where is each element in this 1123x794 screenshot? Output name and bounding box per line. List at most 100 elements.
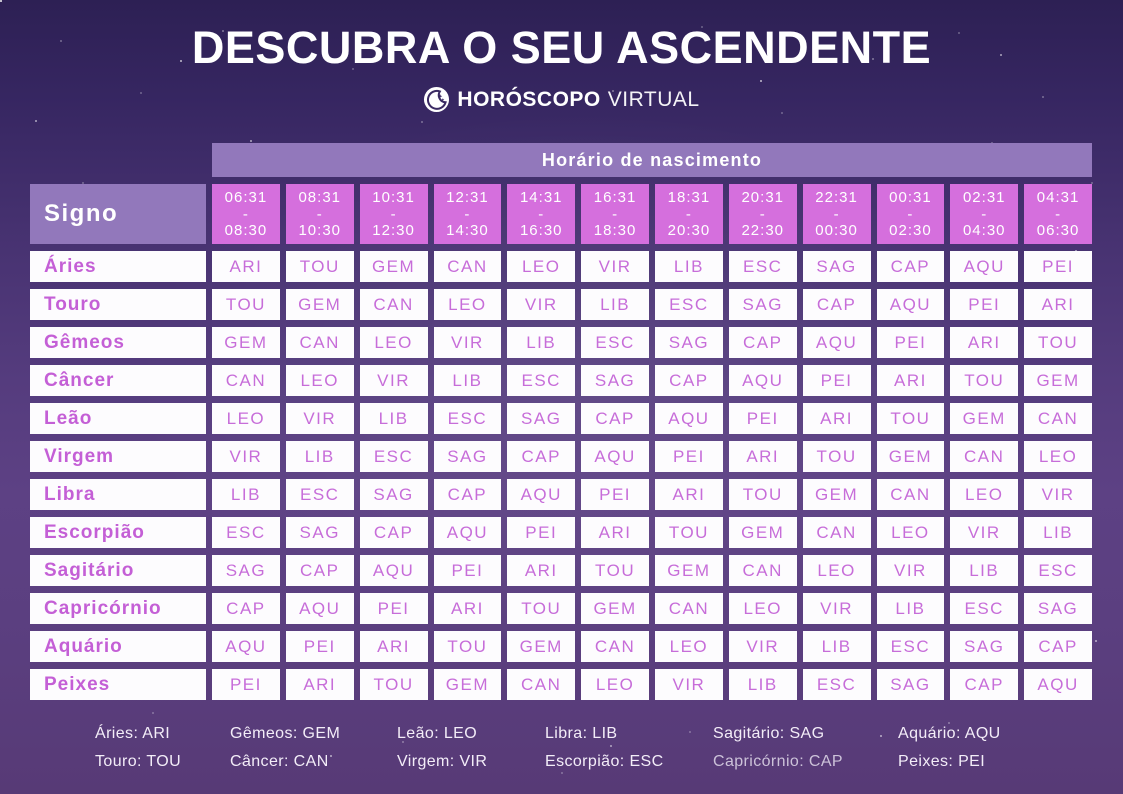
ascendant-cell: PEI [581, 479, 649, 510]
legend-entry: Sagitário: SAG [713, 725, 825, 742]
sign-column-header: Signo [30, 184, 206, 244]
ascendant-cell: CAP [655, 365, 723, 396]
ascendant-cell: GEM [212, 327, 280, 358]
time-slot-header: 04:31 - 06:30 [1024, 184, 1092, 244]
ascendant-cell: PEI [876, 327, 945, 358]
ascendant-cell: VIR [876, 555, 945, 586]
ascendant-cell: ARI [1024, 289, 1092, 320]
ascendant-cell: LIB [655, 251, 723, 282]
ascendant-cell: SAG [728, 289, 797, 320]
brand-name-bold: HORÓSCOPO [457, 87, 601, 111]
legend-entry: Peixes: PEI [898, 753, 986, 770]
ascendant-cell: VIR [950, 517, 1019, 548]
ascendant-cell: ARI [876, 365, 945, 396]
legend-column: Libra: LIB Escorpião: ESC [545, 720, 713, 776]
ascendant-cell: CAN [802, 517, 871, 548]
ascendant-cell: PEI [1024, 251, 1092, 282]
ascendant-cell: LEO [581, 669, 649, 700]
ascendant-cell: PEI [212, 669, 280, 700]
ascendant-cell: GEM [876, 441, 945, 472]
ascendant-cell: GEM [285, 289, 354, 320]
moon-stars-icon [424, 86, 450, 113]
ascendant-cell: CAN [728, 555, 797, 586]
ascendant-cell: LIB [950, 555, 1019, 586]
sign-name-cell: Escorpião [30, 517, 206, 548]
ascendant-cell: GEM [581, 593, 649, 624]
ascendant-cell: ESC [359, 441, 428, 472]
ascendant-cell: ESC [655, 289, 723, 320]
ascendant-cell: TOU [728, 479, 797, 510]
ascendant-cell: ARI [433, 593, 502, 624]
ascendant-cell: LIB [433, 365, 502, 396]
legend-column: Leão: LEO Virgem: VIR [397, 720, 545, 776]
time-slot-header: 20:31 - 22:30 [728, 184, 797, 244]
ascendant-cell: LEO [507, 251, 576, 282]
ascendant-cell: ESC [433, 403, 502, 434]
ascendant-cell: GEM [1024, 365, 1092, 396]
sign-name-cell: Gêmeos [30, 327, 206, 358]
ascendant-cell: LEO [950, 479, 1019, 510]
ascendant-cell: CAP [212, 593, 280, 624]
ascendant-cell: PEI [728, 403, 797, 434]
ascendant-cell: TOU [655, 517, 723, 548]
ascendant-cell: CAP [359, 517, 428, 548]
sign-name-cell: Leão [30, 403, 206, 434]
ascendant-cell: ARI [212, 251, 280, 282]
ascendant-cell: LEO [802, 555, 871, 586]
ascendant-cell: TOU [876, 403, 945, 434]
ascendant-cell: ESC [507, 365, 576, 396]
ascendant-cell: AQU [950, 251, 1019, 282]
ascendant-cell: CAN [433, 251, 502, 282]
sign-name-cell: Peixes [30, 669, 206, 700]
ascendant-cell: LEO [728, 593, 797, 624]
ascendant-cell: GEM [655, 555, 723, 586]
ascendant-cell: LIB [359, 403, 428, 434]
legend-entry: Áries: ARI [95, 725, 171, 742]
sign-name-cell: Capricórnio [30, 593, 206, 624]
ascendant-cell: CAN [212, 365, 280, 396]
ascendant-cell: GEM [950, 403, 1019, 434]
ascendant-cell: LEO [285, 365, 354, 396]
ascendant-cell: CAP [433, 479, 502, 510]
legend-entry: Capricórnio: CAP [713, 753, 844, 770]
legend-column: Áries: ARI Touro: TOU [95, 720, 230, 776]
ascendant-cell: SAG [433, 441, 502, 472]
ascendant-cell: LIB [728, 669, 797, 700]
ascendant-cell: LIB [876, 593, 945, 624]
ascendant-cell: VIR [1024, 479, 1092, 510]
ascendant-cell: LEO [876, 517, 945, 548]
ascendant-cell: LIB [1024, 517, 1092, 548]
ascendant-cell: CAP [876, 251, 945, 282]
ascendant-cell: ARI [581, 517, 649, 548]
ascendant-cell: ESC [285, 479, 354, 510]
ascendant-cell: TOU [285, 251, 354, 282]
ascendant-cell: SAG [655, 327, 723, 358]
ascendant-cell: TOU [802, 441, 871, 472]
legend-column: Gêmeos: GEM Câncer: CAN [230, 720, 397, 776]
ascendant-cell: AQU [802, 327, 871, 358]
ascendant-cell: ESC [950, 593, 1019, 624]
ascendant-cell: VIR [507, 289, 576, 320]
ascendant-cell: LEO [212, 403, 280, 434]
ascendant-cell: AQU [876, 289, 945, 320]
time-slot-header: 16:31 - 18:30 [581, 184, 649, 244]
time-slot-header: 10:31 - 12:30 [359, 184, 428, 244]
ascendant-cell: ESC [212, 517, 280, 548]
ascendant-cell: SAG [359, 479, 428, 510]
ascendant-cell: CAN [359, 289, 428, 320]
legend-entry: Gêmeos: GEM [230, 725, 341, 742]
time-slot-header: 08:31 - 10:30 [285, 184, 354, 244]
ascendant-cell: ESC [728, 251, 797, 282]
ascendant-cell: ESC [876, 631, 945, 662]
time-header-band: Horário de nascimento [212, 143, 1092, 177]
ascendant-cell: PEI [359, 593, 428, 624]
ascendant-cell: CAN [507, 669, 576, 700]
ascendant-cell: CAN [655, 593, 723, 624]
ascendant-cell: CAP [507, 441, 576, 472]
ascendant-cell: CAN [876, 479, 945, 510]
sign-name-cell: Aquário [30, 631, 206, 662]
abbreviation-legend: Áries: ARI Touro: TOU Gêmeos: GEM Câncer: C… [95, 720, 1001, 776]
ascendant-cell: AQU [285, 593, 354, 624]
ascendant-cell: VIR [728, 631, 797, 662]
